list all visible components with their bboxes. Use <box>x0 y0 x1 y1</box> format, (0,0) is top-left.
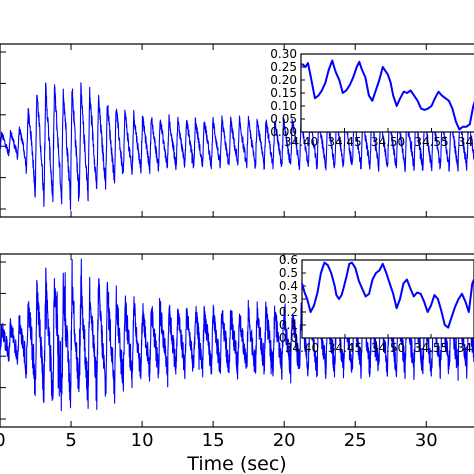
inset-x-tick-label: 34.45 <box>328 341 362 355</box>
inset-x-tick-label: 34.40 <box>284 135 318 149</box>
top-signal-line <box>0 82 474 211</box>
x-tick-label: 5 <box>65 430 76 451</box>
inset-y-tick-label: 0.1 <box>279 318 298 332</box>
bottom-inset-line <box>301 261 474 329</box>
inset-x-tick-label: 34.45 <box>327 135 361 149</box>
top-axis-ticks <box>0 44 427 217</box>
inset-y-tick-label: 0.3 <box>279 292 298 306</box>
inset-x-tick-label: 34.50 <box>371 135 405 149</box>
bottom-inset-panel: 0.00.10.20.30.40.50.6 34.40 34.45 34.50 34.5… <box>279 253 474 355</box>
x-tick-label: 25 <box>344 430 367 451</box>
inset-y-tick-label: 0.30 <box>270 47 297 61</box>
inset-y-tick-label: 0.20 <box>270 73 297 87</box>
bottom-inset-axis: 0.00.10.20.30.40.50.6 34.40 34.45 34.50 34.5… <box>279 253 474 355</box>
x-tick-label: 10 <box>131 430 154 451</box>
inset-x-tick-label: 34.60 <box>458 135 474 149</box>
inset-y-tick-label: 0.15 <box>270 86 297 100</box>
top-inset-panel: 0.000.050.100.150.200.250.30 34.40 34.45 34… <box>270 47 474 149</box>
x-tick-label: 15 <box>202 430 225 451</box>
inset-y-tick-label: 0.00 <box>270 125 297 139</box>
top-inset-frame <box>300 53 474 133</box>
bottom-signal-line <box>0 258 474 412</box>
inset-x-tick-label: 34.55 <box>414 135 448 149</box>
inset-y-tick-label: 0.6 <box>279 253 298 267</box>
x-tick-label: 20 <box>273 430 296 451</box>
inset-y-tick-label: 0.0 <box>279 331 298 345</box>
inset-x-tick-label: 34.40 <box>285 341 319 355</box>
x-tick-label: 0 <box>0 430 6 451</box>
top-inset-line <box>301 59 474 131</box>
inset-y-tick-label: 0.10 <box>270 99 297 113</box>
x-tick-label: 30 <box>415 430 438 451</box>
inset-y-tick-label: 0.25 <box>270 60 297 74</box>
top-inset-axis: 0.000.050.100.150.200.250.30 34.40 34.45 34… <box>270 47 474 149</box>
inset-y-tick-label: 0.05 <box>270 112 297 126</box>
inset-x-tick-label: 34.60 <box>457 341 474 355</box>
inset-x-tick-label: 34.50 <box>371 341 405 355</box>
inset-x-tick-label: 34.55 <box>414 341 448 355</box>
inset-y-tick-label: 0.5 <box>279 266 298 280</box>
x-axis-title: Time (sec) <box>186 453 286 474</box>
bottom-x-tick-labels: 0 5 10 15 20 25 30 <box>0 430 438 451</box>
inset-y-tick-label: 0.2 <box>279 305 298 319</box>
inset-y-tick-label: 0.4 <box>279 279 298 293</box>
